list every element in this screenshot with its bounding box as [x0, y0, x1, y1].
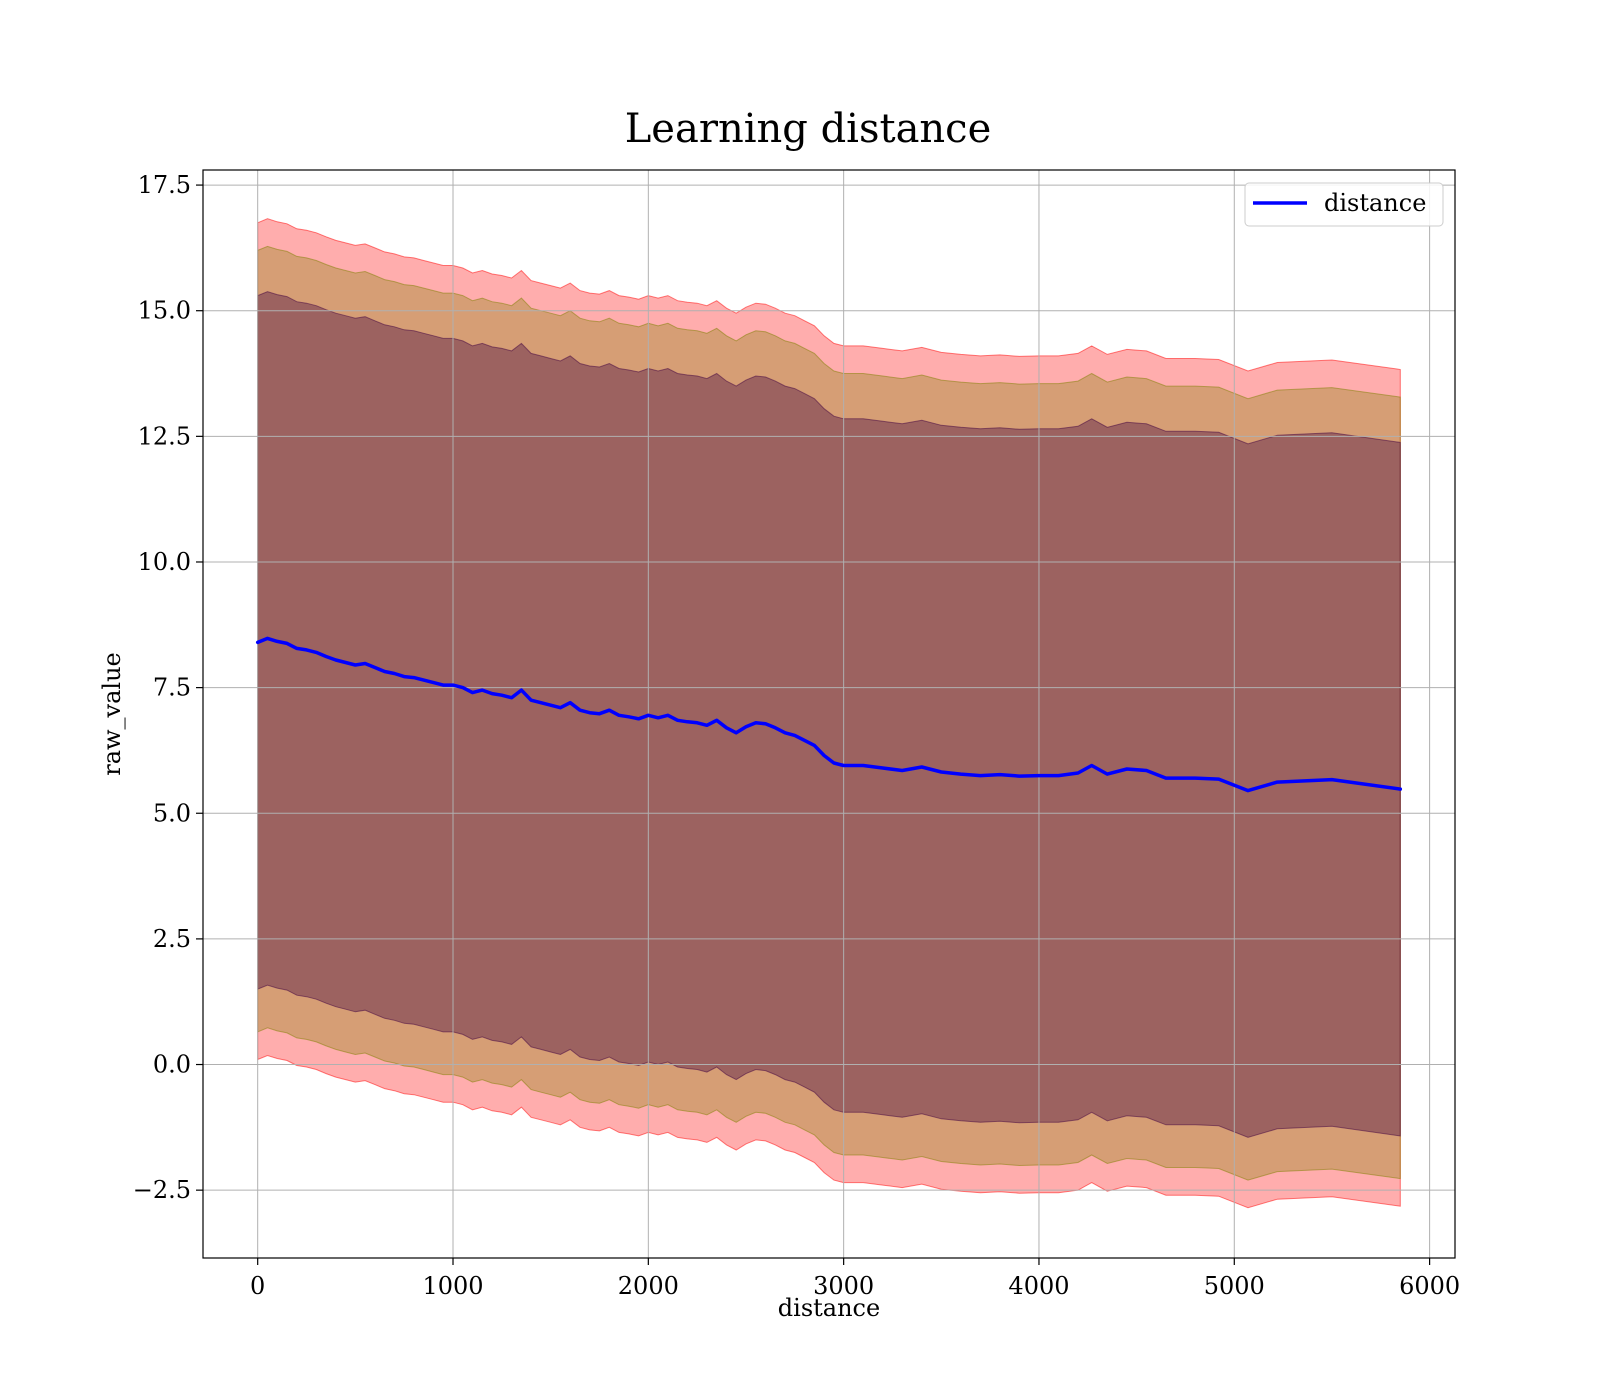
x-tick-label: 1000 — [422, 1272, 483, 1300]
legend-label-distance: distance — [1324, 189, 1426, 217]
band-inner — [257, 291, 1401, 1138]
plot-area — [202, 169, 1456, 1259]
series-lines — [255, 636, 1403, 793]
chart-title: Learning distance — [625, 106, 992, 152]
x-tick-label: 4000 — [1008, 1272, 1069, 1300]
series-line-distance — [255, 636, 1403, 793]
y-tick-label: 0.0 — [153, 1051, 191, 1079]
x-tick-label: 6000 — [1399, 1272, 1460, 1300]
plot-background — [203, 170, 1455, 1258]
y-tick-label: 5.0 — [153, 799, 191, 827]
legend: distance — [1244, 182, 1444, 227]
y-axis-ticks: −2.5 0.0 2.5 5.0 7.5 10.0 12.5 15.0 17.5 — [133, 171, 203, 1204]
y-tick-label: 10.0 — [138, 548, 191, 576]
x-axis-ticks: 0 1000 2000 3000 4000 5000 6000 — [250, 1258, 1460, 1300]
y-tick-label: 12.5 — [138, 422, 191, 450]
y-tick-label: 7.5 — [153, 674, 191, 702]
y-tick-label: −2.5 — [133, 1176, 191, 1204]
x-tick-label: 2000 — [618, 1272, 679, 1300]
x-axis-label: distance — [778, 1294, 880, 1322]
legend-box — [1244, 182, 1444, 227]
plot-frame — [202, 169, 1456, 1259]
confidence-bands — [257, 218, 1401, 1209]
x-tick-label: 0 — [250, 1272, 265, 1300]
y-axis-label: raw_value — [98, 652, 126, 776]
y-tick-label: 17.5 — [138, 171, 191, 199]
band-outer — [257, 218, 1401, 1209]
y-tick-label: 15.0 — [138, 297, 191, 325]
band-middle — [257, 245, 1401, 1181]
x-tick-label: 3000 — [813, 1272, 874, 1300]
y-tick-label: 2.5 — [153, 925, 191, 953]
x-tick-label: 5000 — [1204, 1272, 1265, 1300]
